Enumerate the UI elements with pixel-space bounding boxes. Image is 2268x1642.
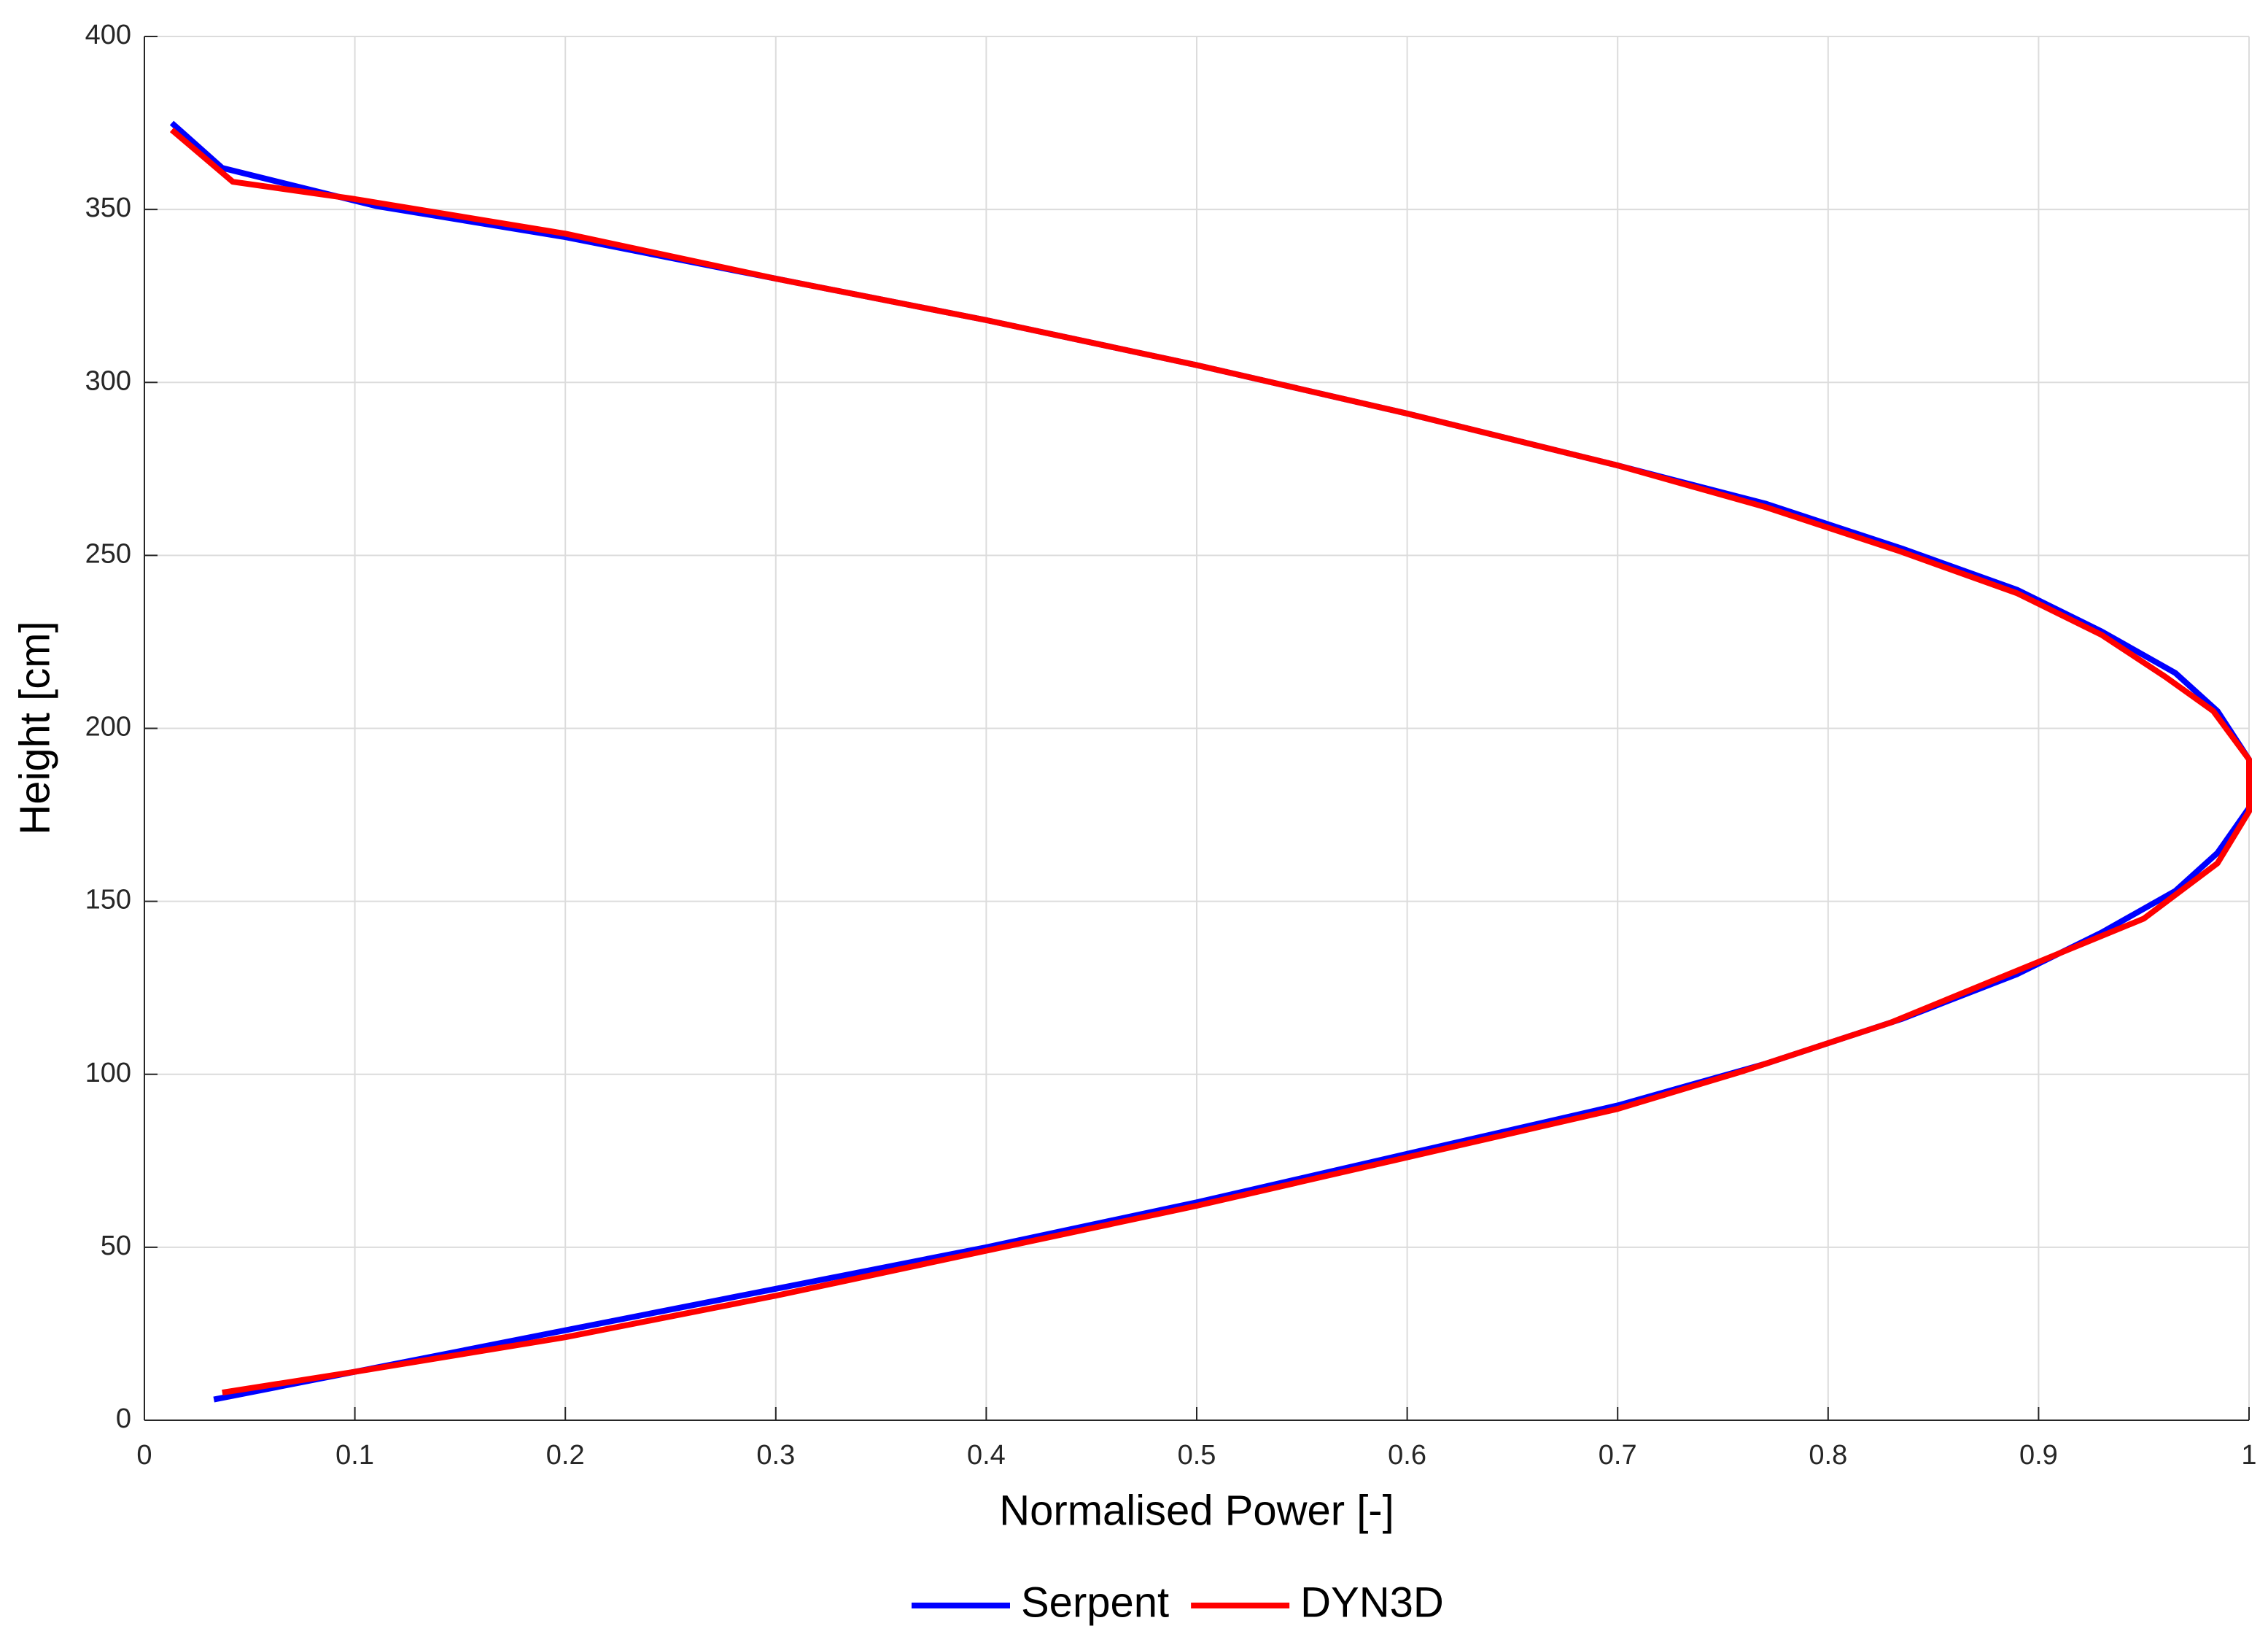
x-tick-label: 0.8 xyxy=(1809,1440,1847,1471)
y-tick-label: 350 xyxy=(85,193,131,223)
y-tick-label: 250 xyxy=(85,538,131,569)
y-tick-label: 400 xyxy=(85,20,131,50)
x-tick-label: 0 xyxy=(136,1440,152,1471)
legend-label: Serpent xyxy=(1021,1579,1169,1626)
y-tick-label: 50 xyxy=(101,1231,131,1261)
y-tick-label: 300 xyxy=(85,365,131,396)
x-tick-label: 0.1 xyxy=(335,1440,374,1471)
series-line xyxy=(169,127,2252,1396)
x-tick-label: 0.5 xyxy=(1178,1440,1216,1471)
x-tick-label: 0.9 xyxy=(2019,1440,2058,1471)
x-tick-label: 0.6 xyxy=(1388,1440,1426,1471)
y-tick-label: 100 xyxy=(85,1058,131,1088)
legend-label: DYN3D xyxy=(1300,1579,1444,1626)
y-axis-title: Height [cm] xyxy=(11,621,58,834)
x-tick-label: 0.3 xyxy=(756,1440,795,1471)
x-tick-label: 0.7 xyxy=(1599,1440,1637,1471)
y-tick-label: 200 xyxy=(85,712,131,743)
y-tick-label: 0 xyxy=(116,1403,131,1434)
x-axis-title: Normalised Power [-] xyxy=(999,1487,1394,1534)
y-tick-label: 150 xyxy=(85,885,131,915)
x-tick-label: 1 xyxy=(2241,1440,2256,1471)
x-tick-label: 0.2 xyxy=(546,1440,585,1471)
x-tick-label: 0.4 xyxy=(967,1440,1006,1471)
